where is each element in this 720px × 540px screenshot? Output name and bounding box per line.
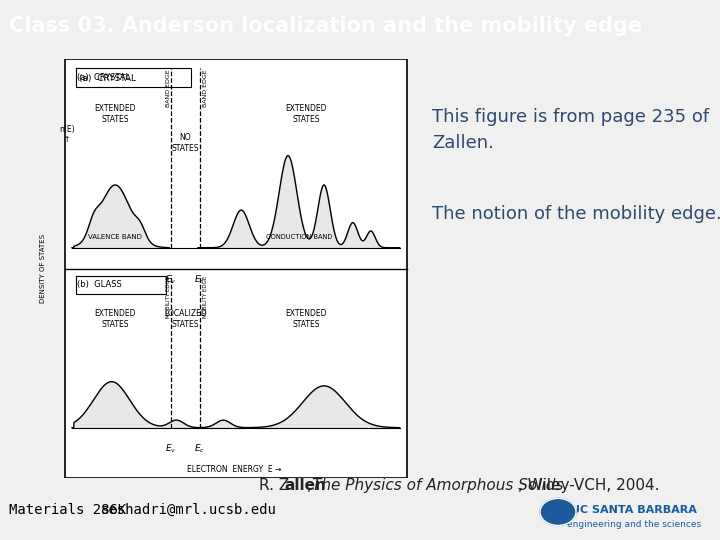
Text: seshadri@mrl.ucsb.edu: seshadri@mrl.ucsb.edu: [101, 503, 276, 517]
Text: (a)  CRYSTAL: (a) CRYSTAL: [78, 73, 130, 82]
Text: VALENCE BAND: VALENCE BAND: [89, 234, 142, 240]
Text: ELECTRON  ENERGY  E →: ELECTRON ENERGY E →: [186, 465, 282, 474]
Text: Materials 286K: Materials 286K: [9, 503, 126, 517]
Text: MOBILITY EDGE: MOBILITY EDGE: [203, 276, 207, 319]
Text: engineering and the sciences: engineering and the sciences: [567, 521, 701, 529]
Text: MOBILITY EDGE: MOBILITY EDGE: [166, 276, 171, 319]
Text: $E_v$: $E_v$: [165, 442, 177, 455]
Text: BAND EDGE: BAND EDGE: [203, 70, 207, 107]
Bar: [76, 276, 166, 294]
Text: (a)  CRYSTAL: (a) CRYSTAL: [79, 74, 136, 83]
Text: allen: allen: [284, 478, 326, 493]
Text: $E_c$: $E_c$: [194, 442, 205, 455]
Text: UC SANTA BARBARA: UC SANTA BARBARA: [571, 505, 696, 515]
Text: The Physics of Amorphous Solids: The Physics of Amorphous Solids: [312, 478, 564, 493]
Text: EXTENDED
STATES: EXTENDED STATES: [285, 309, 327, 329]
Text: The notion of the mobility edge.: The notion of the mobility edge.: [432, 205, 720, 223]
Text: $E_c$: $E_c$: [194, 274, 205, 286]
Text: EXTENDED
STATES: EXTENDED STATES: [94, 104, 136, 124]
Text: $E_v$: $E_v$: [165, 274, 177, 286]
Text: R. Z: R. Z: [259, 478, 289, 493]
Text: CONDUCTION BAND: CONDUCTION BAND: [266, 234, 332, 240]
Text: LOCALIZED
STATES: LOCALIZED STATES: [164, 309, 207, 329]
Text: DENSITY OF STATES: DENSITY OF STATES: [40, 234, 46, 303]
Text: Class 03. Anderson localization and the mobility edge: Class 03. Anderson localization and the …: [9, 16, 642, 36]
Text: n(E)
↑: n(E) ↑: [59, 125, 74, 144]
Text: (b)  GLASS: (b) GLASS: [78, 280, 122, 289]
Text: EXTENDED
STATES: EXTENDED STATES: [94, 309, 136, 329]
Text: NO
STATES: NO STATES: [171, 133, 199, 153]
Text: EXTENDED
STATES: EXTENDED STATES: [285, 104, 327, 124]
Bar: [76, 68, 191, 86]
Text: BAND EDGE: BAND EDGE: [166, 70, 171, 107]
Text: , Wiley-VCH, 2004.: , Wiley-VCH, 2004.: [518, 478, 660, 493]
Text: This figure is from page 235 of
Zallen.: This figure is from page 235 of Zallen.: [432, 108, 709, 152]
Text: ,: ,: [307, 478, 318, 493]
